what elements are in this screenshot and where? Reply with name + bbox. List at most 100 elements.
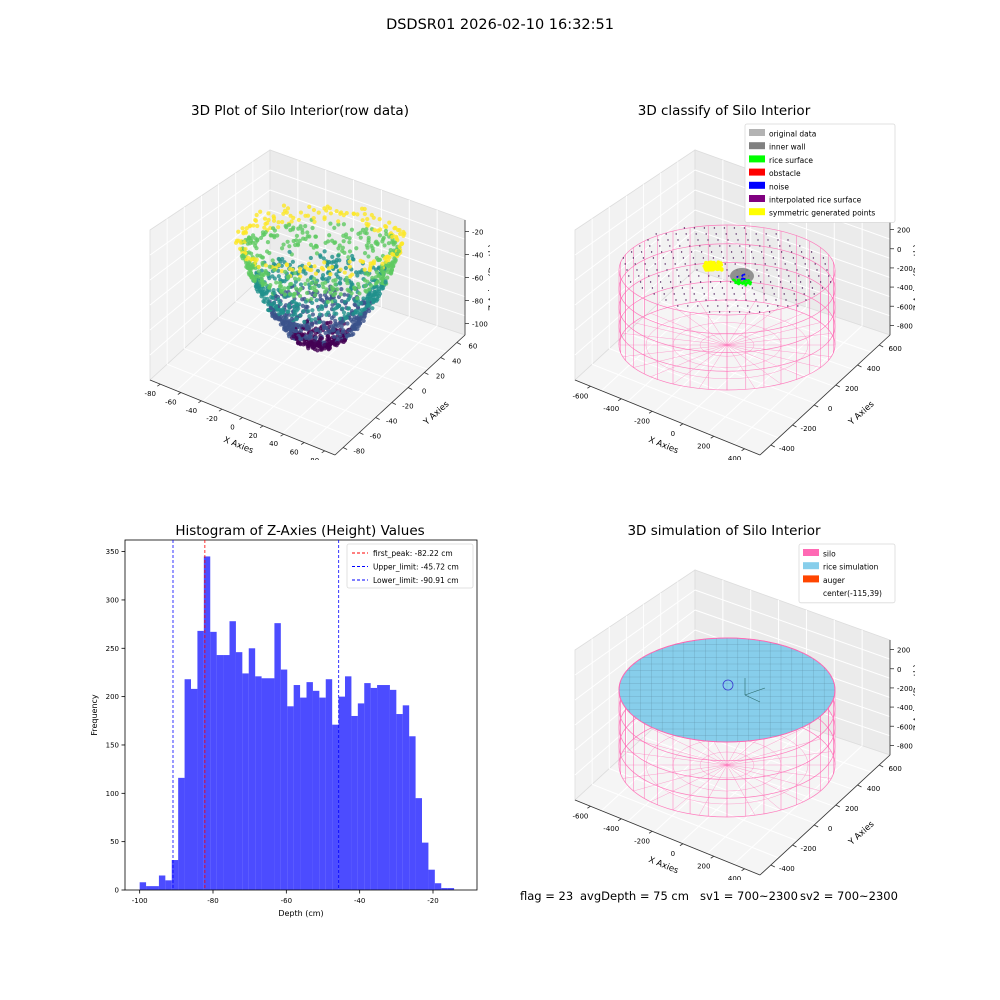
interpolated-point [683,227,686,229]
data-point [272,315,277,320]
data-point [310,300,315,306]
data-point [401,229,406,235]
data-point [312,276,317,281]
interpolated-point [774,263,776,265]
interpolated-point [757,239,759,241]
data-point [357,291,362,296]
data-point [255,281,260,286]
data-point [298,313,303,318]
interpolated-point [755,233,757,235]
plot4-simulation-3d[interactable]: -600 -400 -200 0 200 400 -400 -200 0 200 400 600 200… [555,540,915,880]
histogram-bar [152,886,159,890]
data-point [317,312,323,317]
interpolated-point [671,287,674,289]
floor-gridline [609,768,798,842]
data-point [303,224,308,229]
data-point [277,284,283,289]
data-point [384,254,389,259]
y-tick [770,864,776,868]
data-point [315,343,321,348]
histogram-bar [402,705,410,890]
data-point [360,218,365,223]
interpolated-point [642,257,645,259]
y-tick-label: -400 [779,445,795,453]
data-point [308,275,314,281]
data-point [342,292,347,297]
x-tick [648,410,653,414]
y-tick [407,387,413,390]
data-point [286,222,292,227]
interpolated-point [698,275,700,277]
data-point [345,321,350,326]
data-point [347,240,352,245]
data-point [276,225,281,230]
y-tick-label: 150 [106,741,119,749]
x-tick-label: -400 [603,825,619,833]
interpolated-point [705,233,707,235]
data-point [334,257,339,263]
histogram-bar [229,621,236,890]
data-point [355,273,360,278]
data-point [285,206,291,211]
interpolated-point [664,263,666,265]
rice-surface-point [744,283,748,287]
data-point [364,221,369,226]
data-point [322,292,328,297]
data-point [374,280,379,286]
z-axis-label: Z Axies (Depth) [913,664,915,731]
data-point [291,225,296,230]
interpolated-point [727,239,729,241]
data-point [307,333,312,338]
data-point [297,302,302,307]
interpolated-point [749,245,751,247]
z-tick-label: -400 [897,704,913,712]
interpolated-point [819,281,822,283]
interpolated-point [790,251,793,253]
data-point [306,261,312,266]
interpolated-point [741,287,744,289]
x-tick [157,383,161,387]
x-tick [618,398,622,402]
data-point [303,236,308,242]
y-tick-label: 40 [452,358,461,366]
data-point [342,299,348,304]
interpolated-point [782,257,785,259]
interpolated-point [784,263,786,265]
data-point [364,296,370,301]
plot2-classify-3d[interactable]: -600 -400 -200 0 200 400 -400 -200 0 200 400 600 200… [555,120,915,460]
data-point [325,320,330,326]
legend-label: interpolated rice surface [769,196,862,205]
interpolated-point [728,275,730,277]
data-point [313,317,318,322]
y-tick [770,444,776,448]
data-point [305,230,310,235]
plot1-scatter-3d[interactable]: -80 -60 -40 -20 0 20 40 60 80 -80 -60 -40 -20 0 20 40 60… [130,120,490,460]
x-tick-label: 0 [671,850,675,858]
data-point [331,278,336,283]
data-point [338,281,343,286]
z-axis-label: Z Axies (Depth) [913,244,915,311]
interpolated-point [763,293,765,295]
interpolated-point [737,239,739,241]
plot2-title: 3D classify of Silo Interior [637,103,811,119]
data-point [326,259,332,265]
interpolated-point [717,305,719,307]
y-tick-label: 0 [828,825,832,833]
data-point [267,250,272,256]
data-point [299,331,304,336]
interpolated-point [773,293,775,295]
interpolated-point [695,299,697,301]
silo-floor-ring [645,311,809,379]
data-point [346,255,351,260]
interpolated-point [797,305,799,307]
histogram-bar [370,687,378,890]
interpolated-point [743,293,745,295]
interpolated-point [734,263,736,265]
interpolated-point [803,293,805,295]
interpolated-point [715,233,717,235]
data-point [380,261,385,266]
histogram-chart[interactable]: -100 -80 -60 -40 -20 0 50 100 150 200 250 300 350 Dep… [80,535,490,920]
legend-label: first_peak: -82.22 cm [373,549,453,558]
legend-label: noise [769,182,789,191]
data-point [354,318,359,323]
